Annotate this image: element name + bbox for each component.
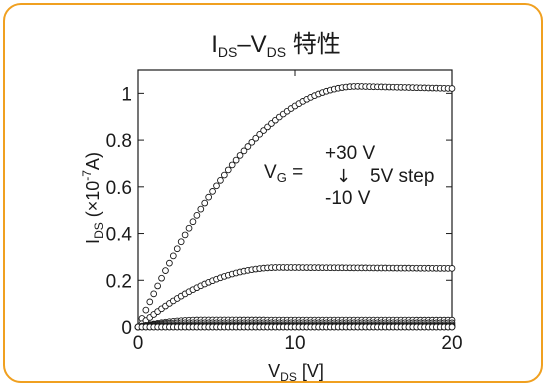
data-point-series-0 [197,205,205,213]
data-point-series-0 [256,130,264,138]
data-point-series-0 [189,218,197,226]
data-point-series-0 [448,85,456,92]
data-point-series-0 [244,143,252,150]
vg-bottom: -10 V [325,188,371,209]
data-point-series-0 [217,177,224,184]
data-point-series-1 [448,265,456,272]
data-point-series-0 [146,298,154,306]
y-tick-label: 0 [121,318,132,339]
data-point-series-0 [228,161,236,169]
data-point-series-0 [193,212,201,219]
data-point-series-0 [209,188,216,195]
data-point-series-0 [236,152,244,159]
y-axis-label: IDS (×10-7A) [80,152,106,244]
y-tick-label: 0.2 [106,271,132,292]
data-point-series-0 [201,199,209,207]
data-point-series-0 [224,166,232,174]
vg-step: 5V step [370,166,434,187]
data-point-series-0 [154,282,161,290]
data-point-series-0 [177,238,185,246]
data-point-series-0 [173,245,181,253]
chart-title: IDS–VDS 特性 [211,31,341,60]
y-tick-label: 0.8 [106,131,132,152]
data-point-series-0 [205,193,213,201]
x-tick-label: 0 [133,333,144,354]
data-point-series-0 [166,259,173,267]
vg-top: +30 V [325,143,376,164]
y-tick-label: 0.4 [106,225,133,246]
data-point-series-8 [448,323,456,331]
data-point-series-0 [221,171,228,179]
data-point-series-0 [248,138,256,146]
data-point-series-0 [213,182,220,190]
vg-arrow: ↓ [336,166,351,187]
data-point-series-0 [232,156,240,164]
vg-annotation: VG = +30 V ↓ 5V step -10 V [264,143,434,209]
y-tick-label: 0.6 [106,178,132,199]
data-point-series-0 [181,231,189,239]
data-point-series-0 [158,274,165,282]
x-tick-label: 20 [441,333,462,354]
x-axis-label: VDS [V] [268,361,324,384]
data-point-series-0 [185,224,193,232]
x-tick-label: 10 [284,333,305,354]
y-tick-label: 1 [121,84,132,105]
data-point-series-0 [150,290,158,298]
data-point-series-0 [169,252,177,260]
data-point-series-0 [142,306,150,314]
data-point-series-0 [162,267,169,274]
data-point-series-0 [252,134,260,142]
data-point-series-0 [240,147,248,155]
vg-label: VG = [264,162,303,185]
data-markers [134,82,456,331]
